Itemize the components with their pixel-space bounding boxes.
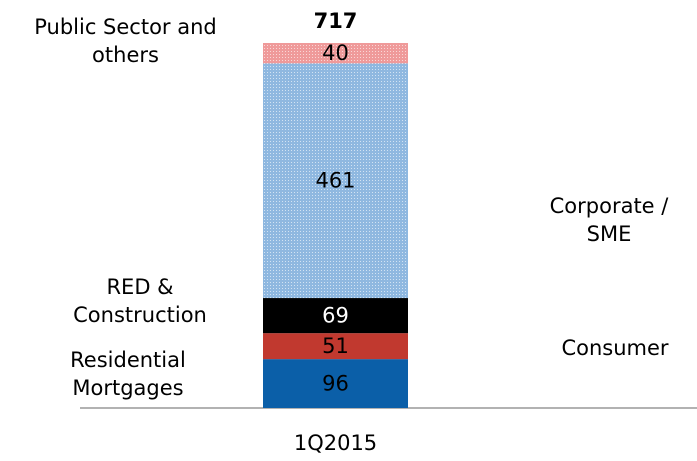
value-label: 461 [315,169,355,193]
series-label: Public Sector and others [34,15,217,67]
total-label: 717 [314,9,358,33]
value-label: 96 [322,372,349,396]
bar-segment [263,359,408,408]
bar-segment [263,63,408,299]
series-label: Corporate / SME [549,194,669,246]
series-label: Residential Mortgages [70,348,186,400]
x-tick-label: 1Q2015 [294,431,377,455]
bar-segment [263,43,408,64]
value-label: 51 [322,334,349,358]
series-label: Consumer [561,336,669,360]
value-label: 69 [322,304,349,328]
value-label: 40 [322,41,349,65]
series-label: RED & Construction [73,275,207,327]
bar-segment [263,298,408,334]
bar-segment [263,333,408,360]
